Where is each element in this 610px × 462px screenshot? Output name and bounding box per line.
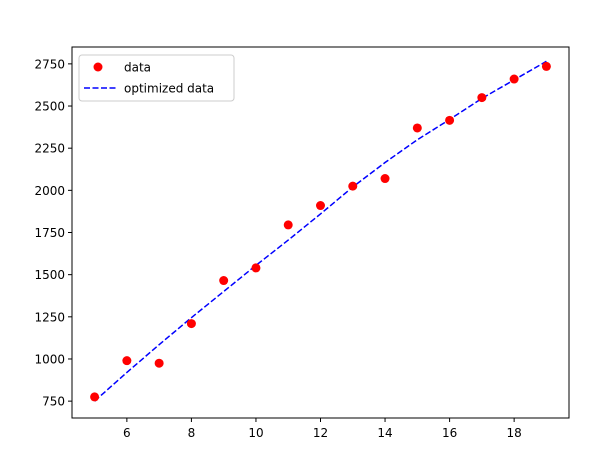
data-point bbox=[445, 115, 455, 125]
y-axis: 750 1000 1250 1500 1750 2000 2250 2500 2750 bbox=[34, 57, 72, 409]
y-tick-label: 2750 bbox=[34, 57, 65, 71]
legend-label-data: data bbox=[124, 61, 151, 75]
x-tick-label: 8 bbox=[188, 426, 196, 440]
y-tick-label: 1750 bbox=[34, 226, 65, 240]
data-point bbox=[348, 181, 358, 191]
data-points bbox=[90, 61, 551, 402]
y-tick-label: 1000 bbox=[34, 352, 65, 366]
y-tick-label: 750 bbox=[42, 395, 65, 409]
data-point bbox=[251, 263, 261, 273]
data-point bbox=[477, 93, 487, 103]
data-point bbox=[283, 220, 293, 230]
x-axis: 6 8 10 12 14 16 18 bbox=[123, 418, 522, 440]
y-tick-label: 1500 bbox=[34, 268, 65, 282]
data-point bbox=[186, 319, 196, 329]
x-tick-label: 16 bbox=[442, 426, 457, 440]
x-tick-label: 6 bbox=[123, 426, 131, 440]
y-tick-label: 2000 bbox=[34, 184, 65, 198]
optimized-data-line bbox=[94, 60, 547, 402]
legend: data optimized data bbox=[78, 54, 235, 102]
data-point bbox=[541, 61, 551, 71]
x-tick-label: 18 bbox=[506, 426, 521, 440]
x-tick-label: 14 bbox=[377, 426, 392, 440]
data-point bbox=[90, 392, 100, 402]
legend-box bbox=[78, 54, 235, 102]
series-line-optimized-data bbox=[94, 60, 547, 402]
y-tick-label: 2250 bbox=[34, 142, 65, 156]
y-tick-label: 2500 bbox=[34, 100, 65, 114]
legend-label-optimized-data: optimized data bbox=[124, 82, 214, 96]
data-point bbox=[122, 356, 132, 366]
x-tick-label: 12 bbox=[313, 426, 328, 440]
plot-area bbox=[71, 46, 570, 419]
data-point bbox=[154, 358, 164, 368]
data-point bbox=[219, 276, 229, 286]
legend-marker-data bbox=[93, 62, 103, 72]
y-tick-label: 1250 bbox=[34, 310, 65, 324]
x-tick-label: 10 bbox=[248, 426, 263, 440]
data-point bbox=[412, 123, 422, 133]
data-point bbox=[380, 174, 390, 184]
data-point bbox=[509, 74, 519, 84]
data-point bbox=[316, 201, 325, 211]
